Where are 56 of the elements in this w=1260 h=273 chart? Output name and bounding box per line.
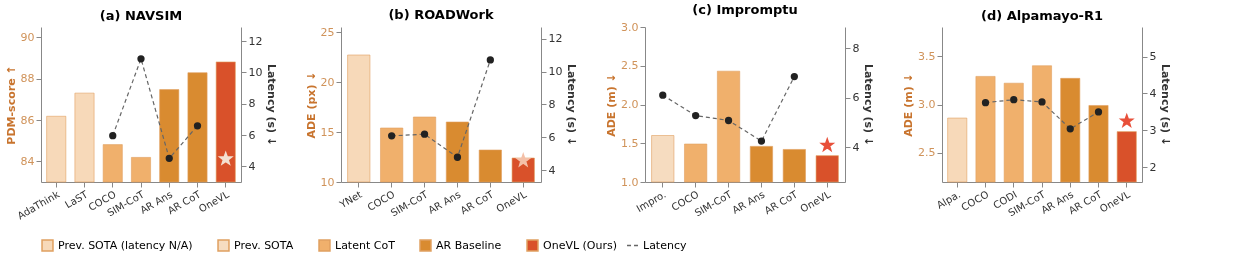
y-axis-title: ADE (px) ↓ [304,71,318,139]
y-tick-label: 20 [320,75,335,89]
y2-tick-label: 6 [248,128,256,142]
y-tick-label: 90 [20,30,35,44]
y-tick-label: 2.5 [621,59,639,73]
x-tick-label: Alpa. [934,188,963,211]
y-tick-label: 2.0 [621,98,639,111]
y2-axis-title: Latency (s) ↓ [1159,63,1173,147]
y-tick-label: 86 [20,113,35,127]
y2-axis-title: Latency (s) ↓ [265,63,279,147]
y-tick-label: 15 [320,125,335,139]
y2-tick-label: 5 [1149,50,1157,64]
y2-tick-label: 4 [852,140,860,154]
y2-tick-label: 3 [1149,123,1157,137]
x-tick-label: AR Ans [426,188,463,216]
legend-label: OneVL (Ours) [543,238,618,252]
y-axis-title: ADE (m) ↓ [902,73,916,137]
y-tick-label: 25 [320,25,335,39]
legend-label: AR Baseline [436,238,502,252]
y2-tick-label: 6 [852,91,860,105]
x-tick-label: AR Ans [730,188,767,216]
y2-tick-label: 10 [248,65,263,79]
chart-title: (a) NAVSIM [99,8,183,23]
y2-tick-label: 8 [852,41,860,55]
y-tick-label: 10 [320,175,335,189]
y2-tick-label: 4 [548,163,556,177]
y2-axis-title: Latency (s) ↓ [565,63,579,147]
y2-tick-label: 8 [548,98,556,111]
y2-axis-title: Latency (s) ↓ [862,63,876,147]
y-tick-label: 84 [20,154,35,168]
legend-label: Latency [643,238,687,252]
y2-tick-label: 6 [548,130,556,144]
y-axis-title: PDM-score ↑ [4,65,18,145]
chart-title: (b) ROADWork [388,7,494,22]
y2-tick-label: 8 [248,97,256,111]
y2-tick-label: 4 [1149,86,1157,100]
legend-label: Latent CoT [335,238,396,252]
y2-tick-label: 4 [248,159,256,173]
y-tick-label: 1.5 [621,136,639,150]
y2-tick-label: 12 [248,34,263,48]
y2-tick-label: 12 [548,32,563,46]
y-tick-label: 88 [20,72,35,86]
y-tick-label: 3.5 [918,49,936,63]
y2-tick-label: 2 [1149,160,1157,174]
y-tick-label: 2.5 [918,146,936,160]
y-axis-title: ADE (m) ↓ [605,73,619,137]
chart-title: (d) Alpamayo-R1 [980,8,1104,23]
chart-title: (c) Impromptu [692,2,798,17]
y-tick-label: 3.0 [918,98,936,111]
legend-label: Prev. SOTA (latency N/A) [58,238,193,252]
text: Prev. SOTA [234,238,294,252]
y-tick-label: 1.0 [621,175,639,189]
y-tick-label: 3.0 [621,20,639,34]
y2-tick-label: 10 [548,65,563,79]
x-tick-label: YNet [336,188,364,211]
point [218,150,234,166]
